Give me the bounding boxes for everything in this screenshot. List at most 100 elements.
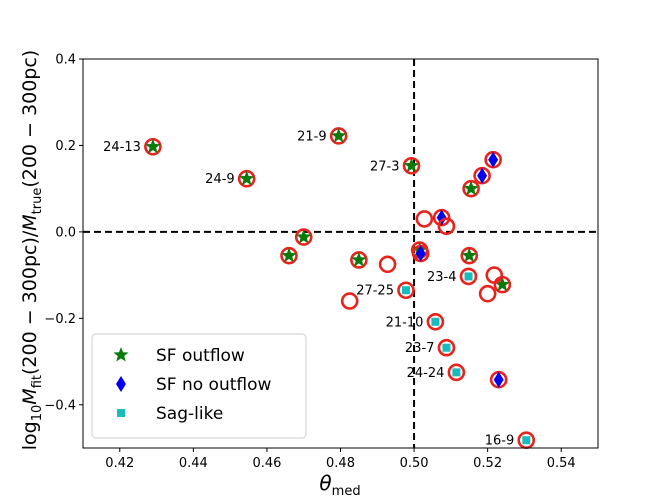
point-square-marker <box>452 368 461 377</box>
point-square-marker <box>522 436 531 445</box>
point-label: 24-24 <box>407 366 445 381</box>
x-tick-label: 0.42 <box>105 456 134 471</box>
data-point <box>460 246 479 265</box>
point-square-marker <box>431 317 440 326</box>
data-point <box>402 156 421 175</box>
data-points <box>144 127 536 450</box>
point-label: 21-9 <box>297 129 327 144</box>
data-point <box>294 228 313 246</box>
x-axis-title-main: θ <box>319 471 331 495</box>
data-point <box>493 275 512 294</box>
data-point <box>517 431 536 450</box>
point-star-marker <box>463 180 479 196</box>
data-point <box>350 251 368 269</box>
point-diamond-marker <box>477 167 488 184</box>
point-ring <box>478 284 497 303</box>
y-title-log: log <box>19 421 41 450</box>
point-star-marker <box>145 138 161 154</box>
x-tick-label: 0.44 <box>179 456 208 471</box>
y-title-m-true: M <box>19 214 41 230</box>
point-ring <box>397 281 415 300</box>
y-axis-title: log10Mfit(200 − 300pc)/Mtrue(200 − 300pc… <box>19 50 45 450</box>
y-tick-label: −0.2 <box>44 312 76 327</box>
point-star-marker <box>403 157 420 173</box>
point-square-marker <box>442 343 451 352</box>
x-axis-title-sub: med <box>332 484 361 498</box>
reference-lines <box>83 59 598 448</box>
point-diamond-marker <box>493 371 504 388</box>
data-point <box>415 210 434 228</box>
legend-label: SF outflow <box>156 346 245 366</box>
data-point <box>437 338 456 357</box>
x-tick-label: 0.54 <box>547 456 576 471</box>
point-ring <box>485 266 504 284</box>
data-point <box>280 246 298 265</box>
point-ring <box>426 312 445 331</box>
data-point <box>411 244 430 263</box>
point-diamond-marker <box>488 151 499 168</box>
data-point <box>484 150 502 169</box>
legend-label: Sag-like <box>156 404 223 424</box>
data-point <box>485 266 504 284</box>
y-title-end: (200 − 300pc) <box>19 50 41 188</box>
point-diamond-marker <box>415 245 426 262</box>
point-ring <box>437 217 456 236</box>
y-title-log-sub: 10 <box>30 405 45 422</box>
point-star-marker <box>351 251 367 267</box>
data-point <box>378 255 397 274</box>
point-star-marker <box>461 247 477 263</box>
point-labels: 24-13 24-9 21-9 27-3 23-4 27-25 21-10 23-7 24-24… <box>103 129 514 448</box>
point-label: 23-4 <box>427 270 457 285</box>
axes-frame <box>82 58 599 449</box>
x-axis-title: θmed <box>319 471 360 498</box>
y-tick-label: −0.4 <box>44 398 76 413</box>
point-square-marker <box>401 286 410 295</box>
data-point <box>397 281 415 300</box>
data-point <box>489 370 508 389</box>
data-point <box>237 169 256 188</box>
legend-diamond-marker <box>116 376 126 392</box>
x-tick-label: 0.48 <box>326 456 355 471</box>
point-label: 27-3 <box>370 159 400 174</box>
point-square-marker <box>464 272 473 281</box>
data-point <box>329 127 348 145</box>
point-ring <box>340 292 359 310</box>
point-ring <box>415 210 434 228</box>
data-point <box>340 292 359 310</box>
y-title-true-sub: true <box>30 188 45 215</box>
y-tick-label: 0.2 <box>55 139 76 154</box>
data-point <box>473 166 491 185</box>
data-point <box>426 312 445 331</box>
y-title-m-fit: M <box>19 388 41 404</box>
data-point <box>459 267 478 286</box>
data-point <box>437 217 456 236</box>
point-label: 24-13 <box>103 140 141 155</box>
point-label: 16-9 <box>485 434 515 449</box>
legend-label: SF no outflow <box>156 375 272 395</box>
plot-frame <box>82 58 599 449</box>
point-star-marker <box>494 276 510 292</box>
point-label: 27-25 <box>356 284 394 299</box>
x-tick-label: 0.50 <box>400 456 429 471</box>
point-star-marker <box>239 170 255 186</box>
data-point <box>447 363 466 382</box>
y-title-fit-sub: fit <box>30 375 45 388</box>
point-ring <box>378 255 397 274</box>
y-tick-label: 0.0 <box>55 225 76 240</box>
data-point <box>478 284 497 303</box>
data-point <box>144 137 162 156</box>
legend-box <box>91 333 307 439</box>
y-title-mid: (200 − 300pc)/ <box>19 230 41 375</box>
point-star-marker <box>296 229 312 244</box>
point-label: 24-9 <box>205 172 235 187</box>
data-point <box>462 179 480 198</box>
point-label: 23-7 <box>405 341 435 356</box>
point-ring <box>459 267 478 286</box>
y-tick-label: 0.4 <box>55 53 76 68</box>
point-label: 21-10 <box>386 315 424 330</box>
legend-star-marker <box>113 347 129 362</box>
legend: SF outflow SF no outflow Sag-like <box>91 333 307 439</box>
legend-square-marker <box>117 409 125 417</box>
axis-ticks: 0.42 0.44 0.46 0.48 0.50 0.52 0.54 0.4 0.2 0.0 −0.… <box>44 53 575 472</box>
